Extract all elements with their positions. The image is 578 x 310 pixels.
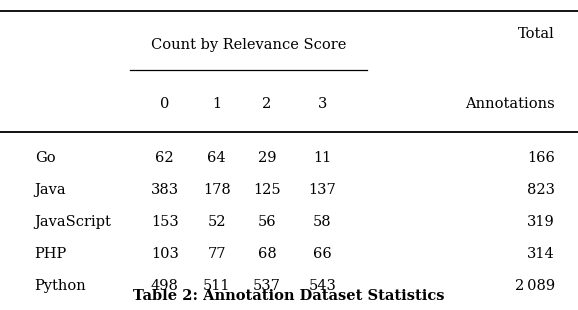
Text: Total: Total [518, 27, 555, 41]
Text: 66: 66 [313, 247, 332, 261]
Text: 314: 314 [527, 247, 555, 261]
Text: 68: 68 [258, 247, 276, 261]
Text: 178: 178 [203, 183, 231, 197]
Text: 29: 29 [258, 151, 276, 165]
Text: 77: 77 [208, 247, 226, 261]
Text: 58: 58 [313, 215, 332, 229]
Text: 52: 52 [208, 215, 226, 229]
Text: 498: 498 [151, 279, 179, 293]
Text: JavaScript: JavaScript [35, 215, 112, 229]
Text: 153: 153 [151, 215, 179, 229]
Text: 1: 1 [212, 97, 221, 111]
Text: 383: 383 [151, 183, 179, 197]
Text: Go: Go [35, 151, 55, 165]
Text: 543: 543 [309, 279, 336, 293]
Text: 137: 137 [309, 183, 336, 197]
Text: 56: 56 [258, 215, 276, 229]
Text: Python: Python [35, 279, 87, 293]
Text: 823: 823 [527, 183, 555, 197]
Text: 125: 125 [253, 183, 281, 197]
Text: 11: 11 [313, 151, 332, 165]
Text: 319: 319 [527, 215, 555, 229]
Text: 64: 64 [208, 151, 226, 165]
Text: Table 2: Annotation Dataset Statistics: Table 2: Annotation Dataset Statistics [134, 289, 444, 303]
Text: 511: 511 [203, 279, 231, 293]
Text: 537: 537 [253, 279, 281, 293]
Text: Annotations: Annotations [465, 97, 555, 111]
Text: 0: 0 [160, 97, 169, 111]
Text: PHP: PHP [35, 247, 67, 261]
Text: 62: 62 [155, 151, 174, 165]
Text: 3: 3 [318, 97, 327, 111]
Text: 2: 2 [262, 97, 272, 111]
Text: Java: Java [35, 183, 66, 197]
Text: 166: 166 [527, 151, 555, 165]
Text: 103: 103 [151, 247, 179, 261]
Text: Count by Relevance Score: Count by Relevance Score [151, 38, 346, 52]
Text: 2 089: 2 089 [515, 279, 555, 293]
